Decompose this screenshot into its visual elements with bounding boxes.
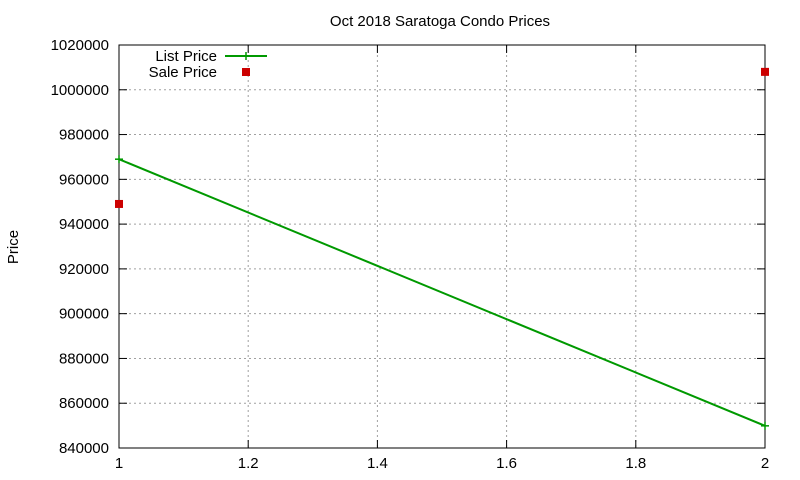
y-tick-label: 920000	[59, 261, 109, 278]
legend-item-sale-price: Sale Price	[149, 64, 250, 81]
axis-ticks: 840000 860000 880000 900000 920000 940000 9600…	[51, 37, 770, 472]
list-price-point	[115, 155, 123, 164]
x-tick-label: 1.8	[625, 455, 646, 472]
series-layer	[115, 67, 769, 430]
x-tick-label: 1.2	[238, 455, 259, 472]
y-tick-label: 880000	[59, 350, 109, 367]
sale-price-point	[761, 67, 769, 76]
sale-price-point	[115, 199, 123, 208]
y-tick-label: 1020000	[51, 37, 109, 54]
legend-swatch-marker	[242, 52, 250, 60]
legend-label: List Price	[155, 48, 217, 65]
y-tick-label: 840000	[59, 440, 109, 457]
y-tick-label: 860000	[59, 395, 109, 412]
x-tick-label: 1.4	[367, 455, 388, 472]
x-tick-label: 1.6	[496, 455, 517, 472]
legend-swatch-marker	[242, 68, 250, 76]
y-tick-label: 1000000	[51, 82, 109, 99]
sale-price-series	[115, 67, 769, 208]
grid	[119, 45, 765, 448]
x-tick-label: 2	[761, 455, 769, 472]
list-price-point	[761, 421, 769, 430]
list-price-line	[118, 158, 766, 427]
x-tick-label: 1	[115, 455, 123, 472]
list-price-series	[115, 155, 769, 430]
plot-frame	[118, 44, 766, 449]
y-tick-label: 940000	[59, 216, 109, 233]
legend-label: Sale Price	[149, 64, 217, 81]
y-tick-label: 960000	[59, 171, 109, 188]
y-tick-label: 980000	[59, 127, 109, 144]
y-tick-label: 900000	[59, 306, 109, 323]
chart-title: Oct 2018 Saratoga Condo Prices	[330, 13, 550, 30]
legend-item-list-price: List Price	[155, 48, 267, 65]
y-axis-title: Price	[5, 230, 22, 264]
